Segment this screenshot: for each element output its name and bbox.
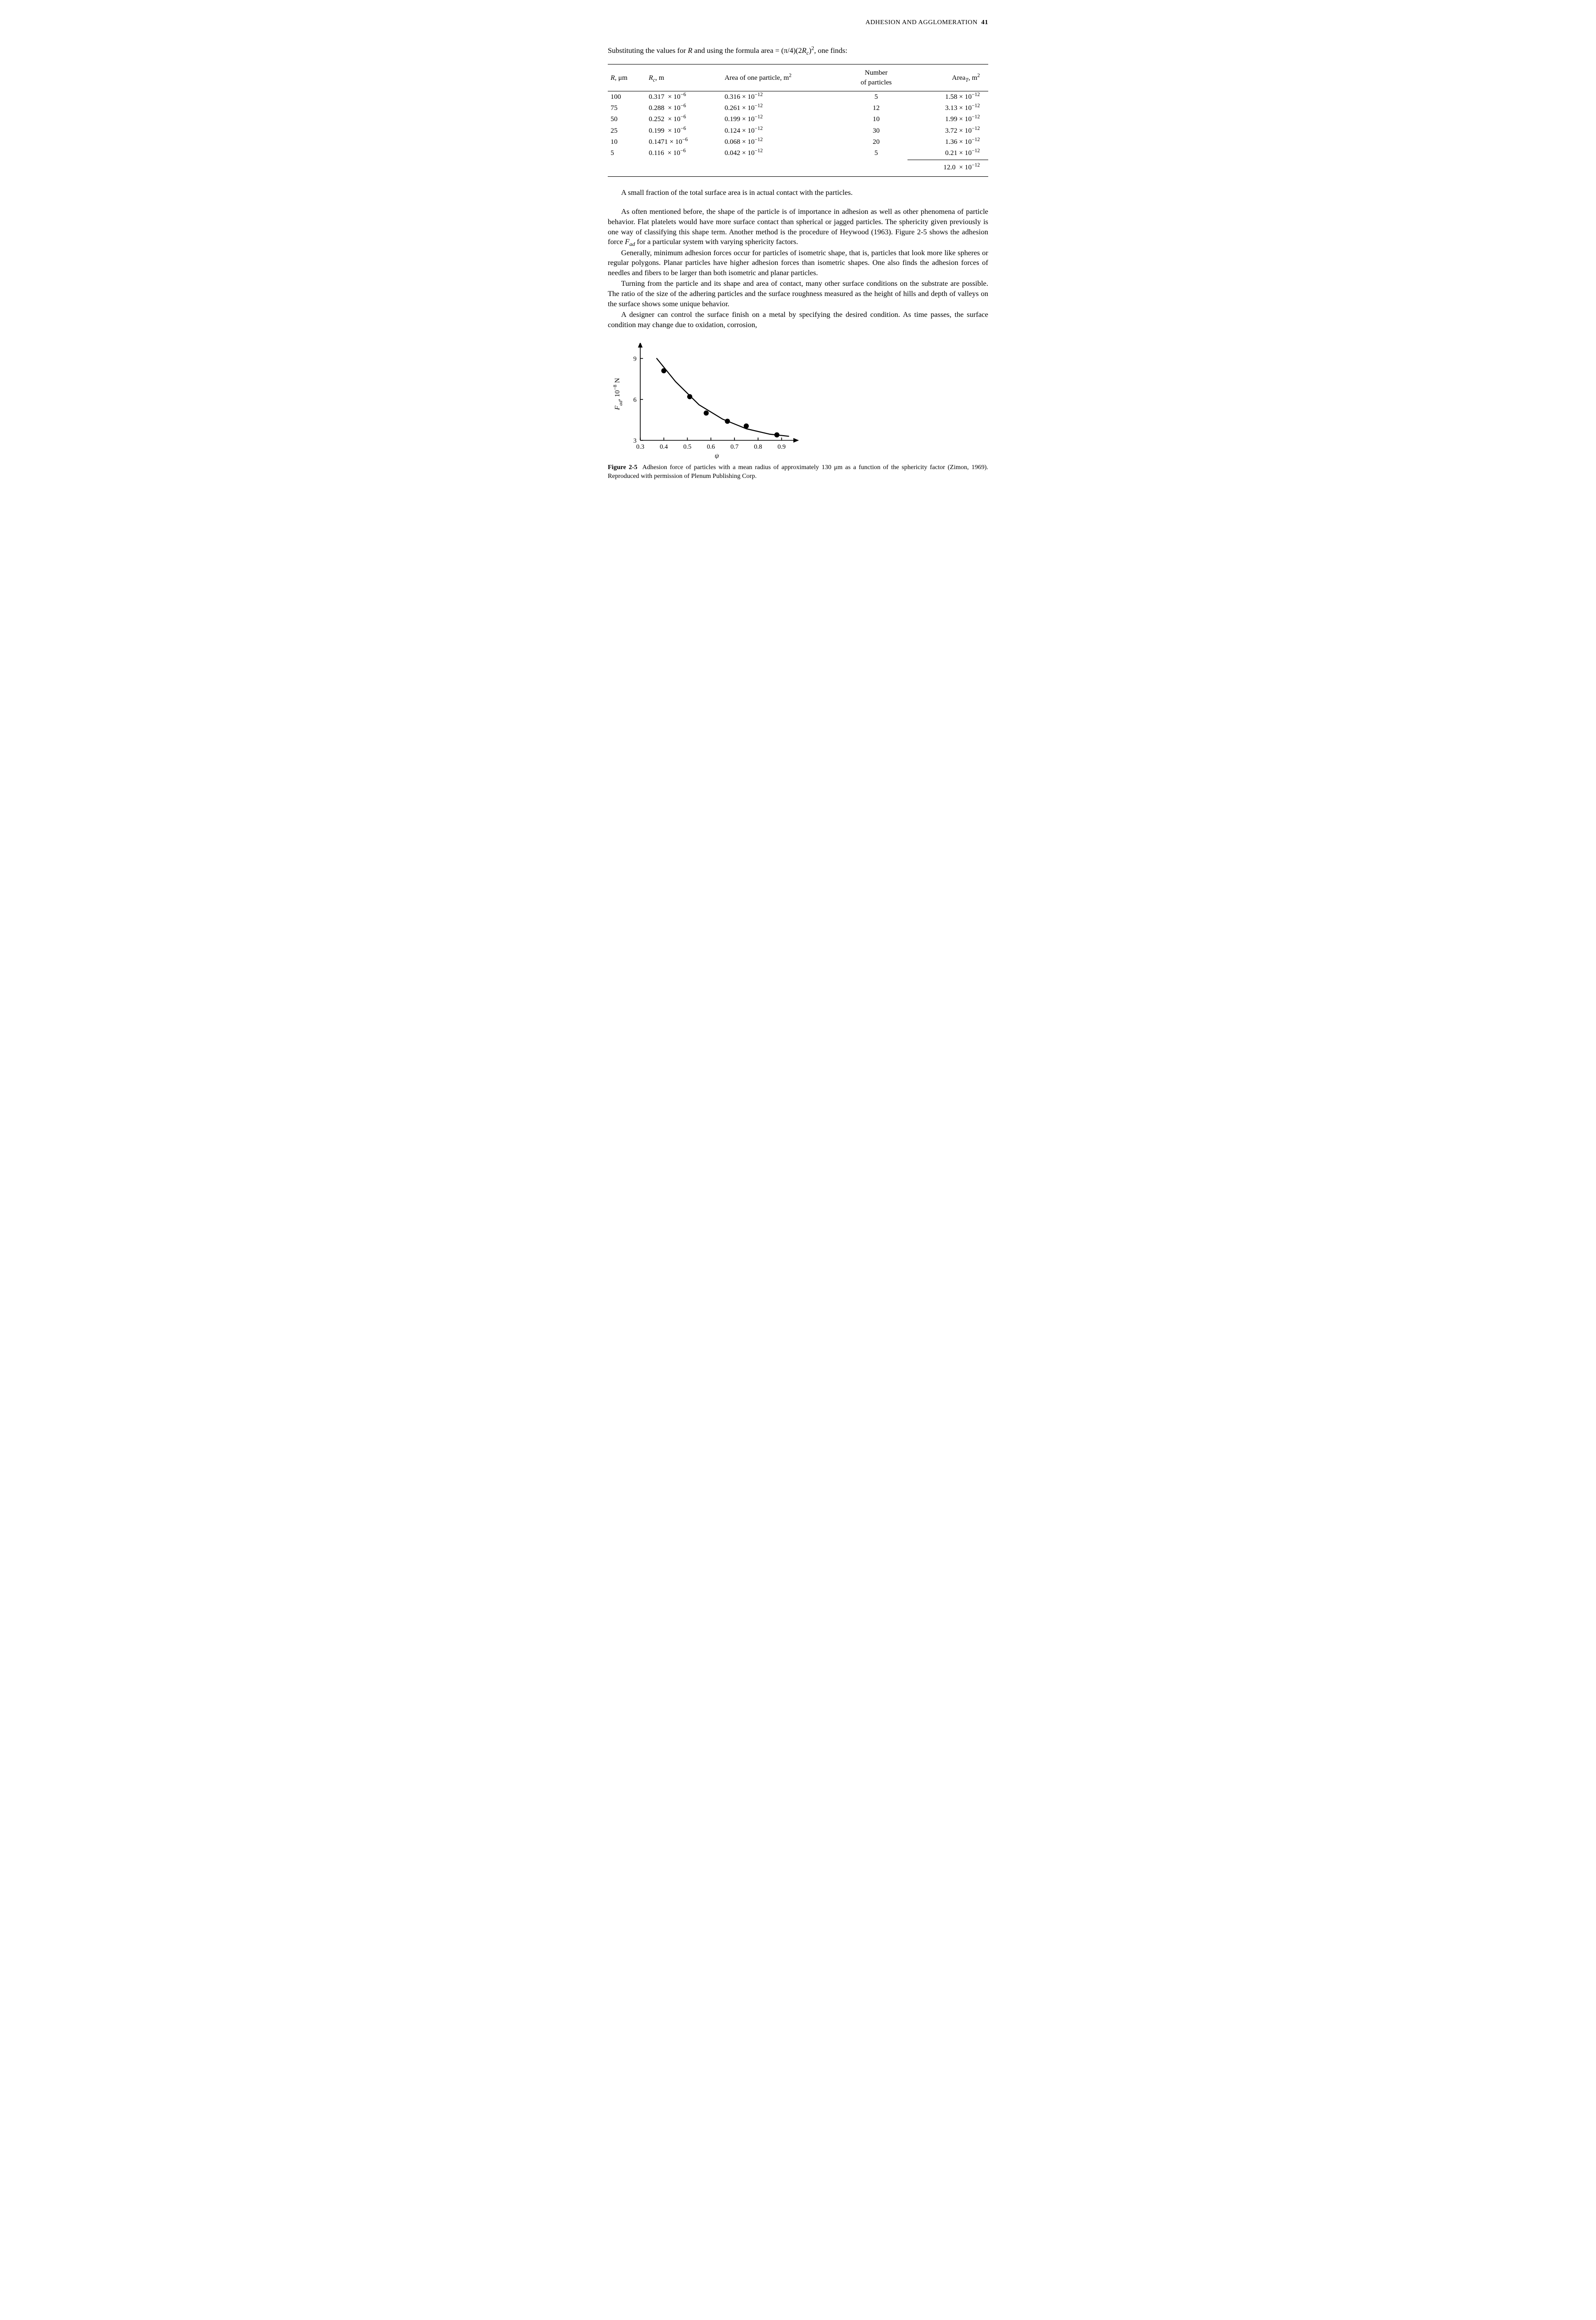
table-cell: 12 — [845, 103, 907, 114]
column-header: AreaT, m2 — [907, 64, 988, 91]
table-cell: 0.288 × 10−6 — [646, 103, 721, 114]
table-total-cell: 12.0 × 10−12 — [907, 160, 988, 176]
table-cell: 25 — [608, 125, 646, 136]
table-row: 500.252 × 10−60.199 × 10−12101.99 × 10−1… — [608, 114, 988, 125]
table-cell: 0.252 × 10−6 — [646, 114, 721, 125]
svg-text:ψ: ψ — [714, 452, 719, 459]
table-cell: 0.124 × 10−12 — [722, 125, 845, 136]
table-cell: 5 — [845, 148, 907, 160]
table-cell: 10 — [845, 114, 907, 125]
column-header: Rc, m — [646, 64, 721, 91]
table-cell: 5 — [845, 91, 907, 103]
table-cell: 1.58 × 10−12 — [907, 91, 988, 103]
svg-text:0.9: 0.9 — [778, 444, 786, 451]
table-row: 250.199 × 10−60.124 × 10−12303.72 × 10−1… — [608, 125, 988, 136]
table-row: 750.288 × 10−60.261 × 10−12123.13 × 10−1… — [608, 103, 988, 114]
column-header: Area of one particle, m2 — [722, 64, 845, 91]
table-cell: 0.116 × 10−6 — [646, 148, 721, 160]
svg-text:0.7: 0.7 — [730, 444, 739, 451]
body-paragraph: As often mentioned before, the shape of … — [608, 207, 988, 247]
table-cell: 100 — [608, 91, 646, 103]
particle-area-table: R, μmRc, mArea of one particle, m2Number… — [608, 64, 988, 176]
figure-2-5: 0.3 0.4 0.5 0.6 0.7 0.8 0.9 3 6 9 ψ Fad, 10−8 N Fig… — [608, 343, 988, 481]
table-row: 50.116 × 10−60.042 × 10−1250.21 × 10−12 — [608, 148, 988, 160]
table-cell: 0.199 × 10−6 — [646, 125, 721, 136]
table-cell: 3.13 × 10−12 — [907, 103, 988, 114]
svg-text:Fad, 10−8 N: Fad, 10−8 N — [612, 378, 624, 411]
lead-sentence: Substituting the values for R and using … — [608, 46, 988, 56]
table-cell: 0.068 × 10−12 — [722, 136, 845, 148]
table-total-row: 12.0 × 10−12 — [608, 160, 988, 176]
table-cell: 30 — [845, 125, 907, 136]
svg-text:3: 3 — [633, 438, 637, 445]
running-head-title: ADHESION AND AGGLOMERATION — [865, 19, 978, 26]
table-cell: 1.36 × 10−12 — [907, 136, 988, 148]
column-header: Numberof particles — [845, 64, 907, 91]
svg-text:0.4: 0.4 — [660, 444, 668, 451]
adhesion-chart: 0.3 0.4 0.5 0.6 0.7 0.8 0.9 3 6 9 ψ Fad, 10−8 N — [608, 343, 803, 459]
table-cell: 3.72 × 10−12 — [907, 125, 988, 136]
table-cell: 0.21 × 10−12 — [907, 148, 988, 160]
table-cell: 0.261 × 10−12 — [722, 103, 845, 114]
table-cell: 0.316 × 10−12 — [722, 91, 845, 103]
table-cell: 20 — [845, 136, 907, 148]
running-head: ADHESION AND AGGLOMERATION 41 — [608, 19, 988, 27]
figure-caption: Figure 2-5 Adhesion force of particles w… — [608, 464, 988, 481]
table-cell: 0.1471 × 10−6 — [646, 136, 721, 148]
table-cell: 75 — [608, 103, 646, 114]
page-number: 41 — [981, 19, 988, 26]
body-paragraph: A designer can control the surface finis… — [608, 310, 988, 330]
table-cell: 0.042 × 10−12 — [722, 148, 845, 160]
table-cell: 0.199 × 10−12 — [722, 114, 845, 125]
svg-text:0.6: 0.6 — [707, 444, 715, 451]
svg-text:9: 9 — [633, 356, 637, 363]
table-cell: 1.99 × 10−12 — [907, 114, 988, 125]
table-cell: 5 — [608, 148, 646, 160]
table-cell: 10 — [608, 136, 646, 148]
table-row: 100.1471 × 10−60.068 × 10−12201.36 × 10−… — [608, 136, 988, 148]
svg-text:0.5: 0.5 — [683, 444, 692, 451]
svg-text:6: 6 — [633, 397, 637, 404]
table-row: 1000.317 × 10−60.316 × 10−1251.58 × 10−1… — [608, 91, 988, 103]
body-paragraph: Generally, minimum adhesion forces occur… — [608, 248, 988, 278]
svg-text:0.3: 0.3 — [636, 444, 644, 451]
after-table-line: A small fraction of the total surface ar… — [608, 188, 988, 198]
table-cell: 0.317 × 10−6 — [646, 91, 721, 103]
body-text: As often mentioned before, the shape of … — [608, 207, 988, 330]
svg-text:0.8: 0.8 — [754, 444, 762, 451]
table-cell: 50 — [608, 114, 646, 125]
column-header: R, μm — [608, 64, 646, 91]
body-paragraph: Turning from the particle and its shape … — [608, 279, 988, 309]
